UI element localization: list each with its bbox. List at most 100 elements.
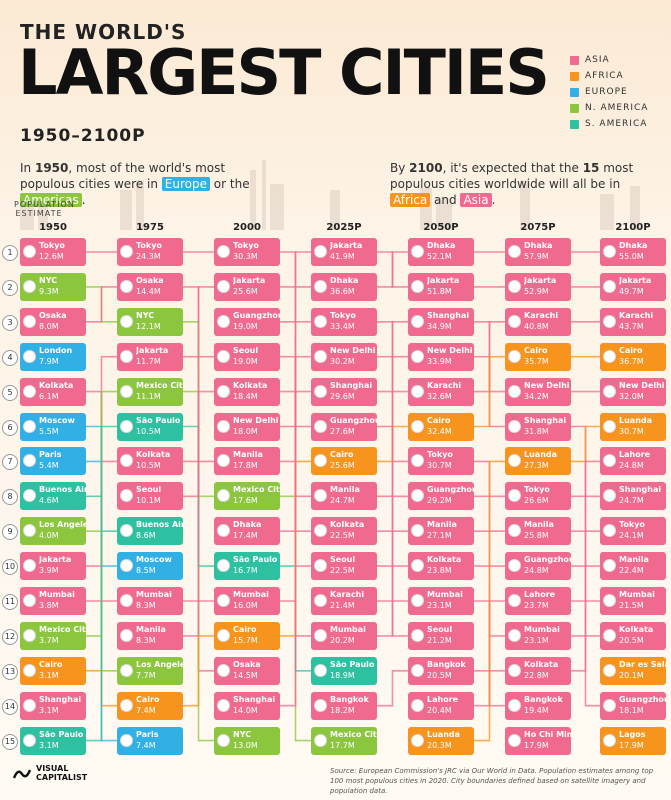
city-card: Lahore 24.8M (600, 447, 666, 476)
city-name: Jakarta (39, 555, 72, 565)
column-year-header: 2050P (423, 222, 459, 233)
country-flag-icon (508, 594, 521, 607)
country-flag-icon (120, 559, 133, 573)
city-card: Jakarta 25.6M (214, 272, 280, 301)
city-population: 5.4M (39, 461, 59, 471)
country-flag-icon (120, 384, 133, 398)
city-card: Manila 8.3M (117, 621, 183, 650)
city-card: Kolkata 10.5M (117, 447, 183, 476)
city-card: Bangkok 18.2M (311, 691, 377, 720)
city-connector-line (474, 460, 505, 742)
city-population: 27.3M (524, 461, 549, 471)
city-connector-line (377, 670, 408, 707)
city-name: Mumbai (619, 590, 655, 599)
city-card: Shanghai 29.6M (311, 377, 377, 406)
city-card: Tokyo 33.4M (311, 307, 377, 336)
city-card: Luanda 20.3M (408, 726, 474, 755)
city-name: Dhaka (619, 241, 648, 250)
city-population: 29.2M (427, 496, 452, 506)
legend-item: S. AMERICA (570, 116, 648, 132)
city-name: Dhaka (427, 241, 456, 250)
city-population: 11.7M (136, 356, 161, 366)
rank-number: 10 (2, 559, 18, 576)
city-card: Mumbai 23.1M (408, 587, 474, 615)
city-population: 14.0M (233, 705, 258, 715)
city-card: Dhaka 52.1M (408, 238, 474, 266)
city-name: São Paulo (330, 659, 375, 669)
legend-swatch (570, 119, 579, 129)
city-card: Guangzhou 19.0M (214, 307, 280, 336)
city-name: London (39, 345, 73, 355)
country-flag-icon (217, 663, 230, 677)
city-population: 20.4M (427, 705, 452, 715)
country-flag-icon (314, 489, 327, 503)
city-population: 24.7M (619, 496, 644, 506)
country-flag-icon (314, 419, 327, 433)
city-name: Luanda (619, 415, 653, 425)
city-population: 22.8M (524, 670, 549, 680)
country-flag-icon (217, 279, 230, 293)
city-name: Bangkok (427, 659, 466, 669)
city-name: Osaka (136, 275, 164, 285)
country-flag-icon (411, 349, 424, 363)
city-card: Tokyo 12.6M (20, 238, 86, 266)
city-name: Cairo (427, 415, 451, 425)
city-card: Tokyo 26.6M (505, 482, 571, 511)
column-year-header: 2000 (233, 222, 261, 233)
country-flag-icon (508, 524, 521, 538)
city-card: São Paulo 16.7M (214, 552, 280, 581)
city-name: Tokyo (330, 310, 356, 320)
city-card: Los Angeles7.7M (117, 656, 183, 685)
country-flag-icon (314, 594, 327, 607)
rank-number: 9 (2, 524, 18, 541)
legend-item: EUROPE (570, 84, 648, 100)
legend-item: ASIA (570, 52, 648, 68)
city-name: Seoul (233, 345, 259, 355)
footer-logo: VISUAL CAPITALIST (36, 764, 88, 782)
city-population: 14.5M (233, 670, 258, 680)
city-population: 7.9M (39, 356, 59, 366)
city-connector-line (377, 390, 408, 602)
city-population: 27.6M (330, 426, 355, 436)
city-population: 18.2M (330, 705, 355, 715)
city-population: 25.6M (233, 286, 258, 296)
city-card: Osaka 14.4M (117, 272, 183, 301)
country-flag-icon (120, 245, 133, 258)
country-flag-icon (217, 314, 230, 328)
country-flag-icon (508, 663, 521, 677)
city-card: Kolkata 22.5M (311, 517, 377, 546)
city-card: Osaka 8.0M (20, 307, 86, 336)
country-flag-icon (603, 279, 616, 293)
country-flag-icon (23, 384, 36, 398)
city-name: Jakarta (524, 275, 557, 285)
rank-number: 13 (2, 663, 18, 680)
city-population: 30.3M (233, 252, 258, 261)
city-population: 34.2M (524, 391, 549, 401)
country-flag-icon (23, 349, 36, 363)
city-card: Luanda 30.7M (600, 412, 666, 441)
column-year-header: 2025P (326, 222, 362, 233)
country-flag-icon (23, 454, 36, 468)
city-connector-line (377, 600, 408, 637)
city-name: Manila (619, 555, 649, 565)
city-card: São Paulo 18.9M (311, 656, 377, 685)
city-population: 33.4M (330, 321, 355, 331)
city-card: Lahore 20.4M (408, 691, 474, 720)
city-card: Seoul 19.0M (214, 342, 280, 371)
city-name: Manila (524, 520, 554, 530)
city-name: New Delhi (330, 345, 376, 355)
rank-number: 2 (2, 279, 18, 296)
city-card: Mexico City 3.7M (20, 621, 86, 650)
city-population: 22.5M (330, 531, 355, 541)
city-population: 3.7M (39, 635, 59, 645)
city-name: Lahore (427, 694, 459, 704)
skyline-illustration (20, 160, 640, 230)
city-name: Mexico City (330, 729, 377, 739)
city-population: 23.7M (524, 601, 549, 610)
city-card: Guangzhou 29.2M (408, 482, 474, 511)
city-population: 14.4M (136, 286, 161, 296)
country-flag-icon (23, 489, 36, 503)
city-connector-line (280, 251, 311, 288)
city-population: 22.4M (619, 566, 644, 576)
city-name: Mumbai (524, 624, 560, 634)
